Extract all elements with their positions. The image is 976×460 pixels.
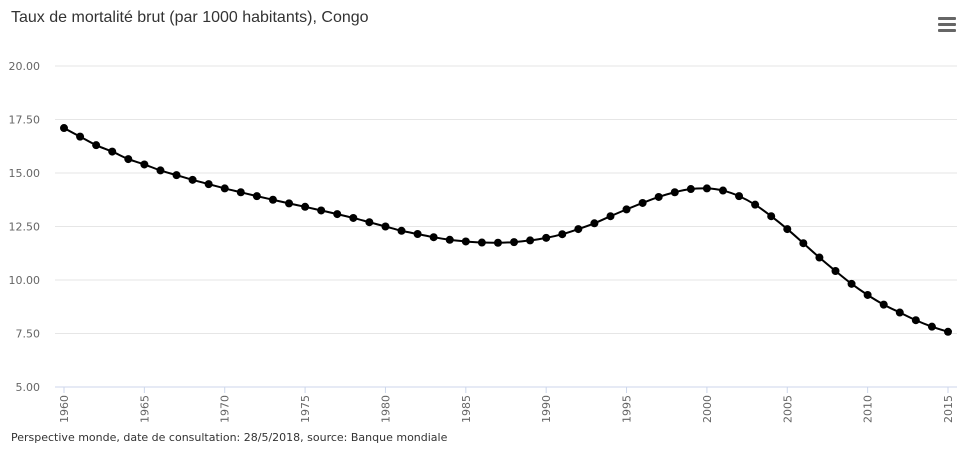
data-point: [606, 212, 615, 221]
data-point: [220, 184, 229, 193]
data-point: [285, 199, 294, 208]
y-tick-label: 7.50: [16, 328, 41, 341]
data-point: [911, 316, 920, 325]
data-point: [108, 147, 117, 156]
data-point: [510, 238, 519, 247]
hamburger-icon-bar: [938, 23, 956, 26]
data-point: [317, 206, 326, 215]
data-point: [590, 219, 599, 228]
hamburger-icon-bar: [938, 17, 956, 20]
data-point: [831, 267, 840, 276]
x-tick-label: 1970: [219, 395, 232, 423]
data-point: [815, 253, 824, 262]
data-point: [124, 155, 133, 164]
x-tick-label: 1990: [540, 395, 553, 423]
x-tick-label: 2010: [862, 395, 875, 423]
y-tick-label: 5.00: [16, 381, 41, 394]
y-tick-label: 20.00: [9, 60, 41, 73]
hamburger-icon[interactable]: [936, 14, 958, 34]
data-point: [944, 327, 952, 336]
data-point: [301, 202, 310, 211]
data-point: [445, 235, 454, 244]
data-point: [735, 192, 744, 201]
x-tick-label: 1995: [621, 395, 634, 423]
data-point: [188, 175, 197, 184]
grid-lines: [55, 65, 957, 334]
data-point: [799, 239, 808, 248]
data-point: [670, 188, 679, 197]
data-point: [252, 192, 261, 201]
x-tick-label: 1975: [299, 395, 312, 423]
hamburger-icon-bar: [938, 29, 956, 32]
axes: [55, 386, 957, 393]
chart-title: Taux de mortalité brut (par 1000 habitan…: [11, 9, 369, 26]
data-point: [558, 230, 567, 239]
x-tick-label: 2005: [781, 395, 794, 423]
y-tick-label: 10.00: [9, 274, 41, 287]
y-tick-label: 12.50: [9, 221, 41, 234]
data-point: [365, 218, 374, 227]
data-point: [493, 238, 502, 247]
data-point: [526, 236, 535, 245]
data-point: [702, 184, 711, 193]
data-point: [461, 237, 470, 246]
y-axis-tick-labels: 5.00 7.50 10.00 12.50 15.00 17.50 20.00: [9, 60, 41, 394]
data-point: [638, 198, 647, 207]
data-point: [686, 185, 695, 194]
data-point: [76, 132, 85, 141]
data-point: [172, 171, 181, 180]
data-point: [413, 229, 422, 238]
data-point: [429, 233, 438, 242]
data-point: [477, 238, 486, 247]
data-point: [654, 192, 663, 201]
data-point: [847, 279, 856, 288]
x-tick-label: 2015: [942, 395, 955, 423]
y-tick-label: 17.50: [9, 114, 41, 127]
data-point: [204, 180, 213, 189]
x-axis-tick-labels: 1960 1965 1970 1975 1980 1985 1990 1995 2000 2005…: [58, 395, 955, 423]
data-point: [333, 210, 342, 219]
x-tick-label: 1965: [138, 395, 151, 423]
data-point: [542, 233, 551, 242]
data-point: [236, 188, 245, 197]
data-point: [879, 300, 888, 309]
data-point: [92, 141, 101, 150]
data-point: [783, 225, 792, 234]
data-point: [863, 290, 872, 299]
x-tick-label: 1980: [379, 395, 392, 423]
x-tick-label: 1985: [460, 395, 473, 423]
data-point: [156, 166, 165, 175]
data-point: [574, 225, 583, 234]
data-point: [140, 160, 149, 169]
y-tick-label: 15.00: [9, 167, 41, 180]
series-line: [63, 127, 949, 333]
data-point: [397, 226, 406, 235]
data-point: [718, 186, 727, 195]
data-point: [622, 205, 631, 214]
data-point: [349, 213, 358, 222]
data-point: [381, 222, 390, 231]
x-tick-label: 1960: [58, 395, 71, 423]
data-series: [60, 124, 952, 336]
data-point: [60, 124, 68, 133]
data-point: [927, 322, 936, 331]
data-point: [268, 195, 277, 204]
credits: Perspective monde, date de consultation:…: [11, 431, 448, 444]
data-point: [895, 308, 904, 317]
x-tick-label: 2000: [701, 395, 714, 423]
data-point: [751, 200, 760, 209]
data-point: [767, 212, 776, 221]
